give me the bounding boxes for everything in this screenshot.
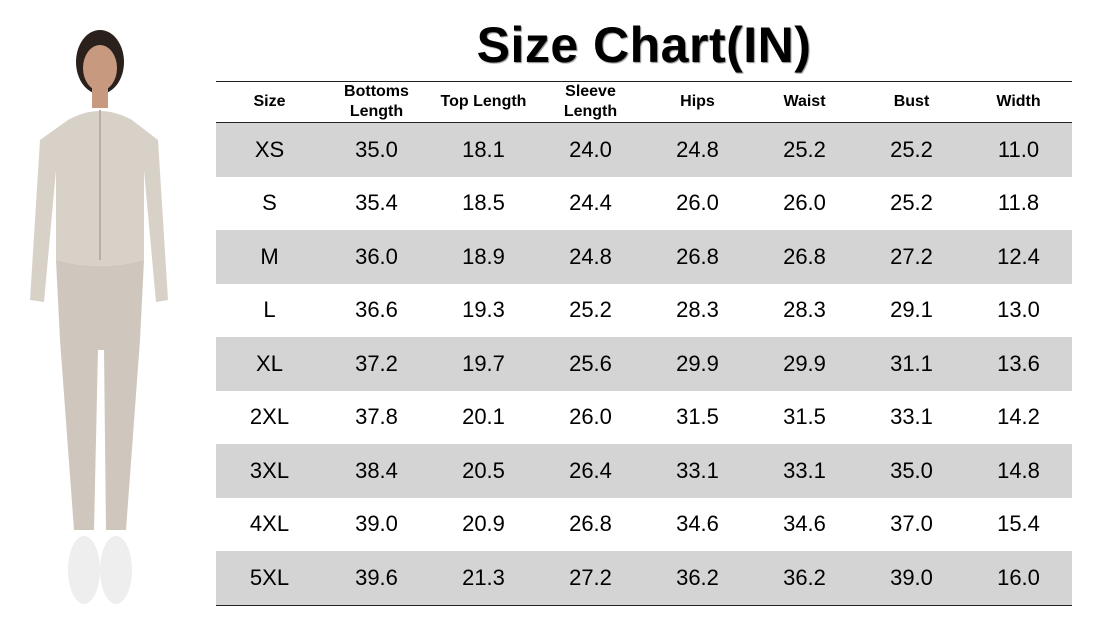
- measure-cell: 31.5: [783, 404, 826, 430]
- measure-cell: 19.7: [430, 337, 537, 391]
- measure-cell: 18.1: [430, 122, 537, 177]
- size-cell: S: [262, 190, 277, 216]
- column-header: Width: [965, 81, 1072, 123]
- measure-cell: 27.2: [537, 551, 644, 606]
- measure-cell: 26.0: [569, 404, 612, 430]
- measure-cell: 29.9: [644, 337, 751, 391]
- measure-cell: 25.2: [751, 122, 858, 177]
- measure-cell: 26.8: [751, 230, 858, 284]
- size-cell: 3XL: [216, 444, 323, 498]
- table-body: XS 35.0 18.1 24.0 24.8 25.2 25.2 11.0 S 35.4 18.5 2…: [216, 122, 1072, 606]
- measure-cell: 24.8: [644, 122, 751, 177]
- measure-cell: 19.3: [462, 297, 505, 323]
- table-row: 2XL 37.8 20.1 26.0 31.5 31.5 33.1 14.2: [216, 391, 1072, 445]
- measure-cell: 33.1: [890, 404, 933, 430]
- measure-cell: 36.6: [355, 297, 398, 323]
- size-table: Size Bottoms Length Top Length Sleeve Lengt…: [216, 81, 1072, 606]
- column-header: Waist: [751, 81, 858, 123]
- measure-cell: 20.1: [462, 404, 505, 430]
- measure-cell: 16.0: [965, 551, 1072, 606]
- measure-cell: 25.2: [890, 190, 933, 216]
- measure-cell: 18.5: [462, 190, 505, 216]
- table-row: XS 35.0 18.1 24.0 24.8 25.2 25.2 11.0: [216, 122, 1072, 177]
- size-cell: XL: [216, 337, 323, 391]
- measure-cell: 29.1: [890, 297, 933, 323]
- measure-cell: 25.2: [569, 297, 612, 323]
- measure-cell: 35.0: [323, 122, 430, 177]
- measure-cell: 15.4: [997, 511, 1040, 537]
- size-cell: L: [263, 297, 276, 323]
- title: Size Chart(IN): [476, 17, 812, 73]
- measure-cell: 39.0: [858, 551, 965, 606]
- table-row: M 36.0 18.9 24.8 26.8 26.8 27.2 12.4: [216, 230, 1072, 284]
- measure-cell: 25.6: [537, 337, 644, 391]
- header-row: Size Bottoms Length Top Length Sleeve Lengt…: [216, 81, 1072, 123]
- measure-cell: 12.4: [965, 230, 1072, 284]
- column-header: Bottoms Length: [323, 81, 430, 123]
- measure-cell: 29.9: [751, 337, 858, 391]
- size-cell: XS: [216, 122, 323, 177]
- measure-cell: 35.4: [355, 190, 398, 216]
- measure-cell: 34.6: [783, 511, 826, 537]
- measure-cell: 31.5: [676, 404, 719, 430]
- measure-cell: 26.8: [644, 230, 751, 284]
- table-row: XL 37.2 19.7 25.6 29.9 29.9 31.1 13.6: [216, 337, 1072, 391]
- measure-cell: 31.1: [858, 337, 965, 391]
- measure-cell: 11.0: [965, 122, 1072, 177]
- size-cell: 2XL: [249, 404, 290, 430]
- size-cell: 4XL: [249, 511, 290, 537]
- measure-cell: 13.0: [997, 297, 1040, 323]
- measure-cell: 38.4: [323, 444, 430, 498]
- column-header: Bust: [858, 81, 965, 123]
- measure-cell: 14.8: [965, 444, 1072, 498]
- measure-cell: 27.2: [858, 230, 965, 284]
- measure-cell: 26.8: [569, 511, 612, 537]
- measure-cell: 11.8: [997, 190, 1040, 216]
- table-row: 5XL 39.6 21.3 27.2 36.2 36.2 39.0 16.0: [216, 551, 1072, 606]
- measure-cell: 37.2: [323, 337, 430, 391]
- measure-cell: 34.6: [676, 511, 719, 537]
- table-row: S 35.4 18.5 24.4 26.0 26.0 25.2 11.8: [216, 177, 1072, 231]
- measure-cell: 24.4: [569, 190, 612, 216]
- measure-cell: 24.0: [537, 122, 644, 177]
- measure-cell: 26.0: [783, 190, 826, 216]
- measure-cell: 36.2: [644, 551, 751, 606]
- measure-cell: 28.3: [676, 297, 719, 323]
- measure-cell: 37.8: [355, 404, 398, 430]
- size-cell: M: [216, 230, 323, 284]
- measure-cell: 26.4: [537, 444, 644, 498]
- measure-cell: 18.9: [430, 230, 537, 284]
- table-row: 3XL 38.4 20.5 26.4 33.1 33.1 35.0 14.8: [216, 444, 1072, 498]
- measure-cell: 39.0: [355, 511, 398, 537]
- column-header: Top Length: [430, 81, 537, 123]
- measure-cell: 35.0: [858, 444, 965, 498]
- measure-cell: 13.6: [965, 337, 1072, 391]
- measure-cell: 36.2: [751, 551, 858, 606]
- measure-cell: 28.3: [783, 297, 826, 323]
- measure-cell: 26.0: [676, 190, 719, 216]
- measure-cell: 33.1: [644, 444, 751, 498]
- column-header: Hips: [644, 81, 751, 123]
- table-row: L 36.6 19.3 25.2 28.3 28.3 29.1 13.0: [216, 284, 1072, 338]
- model-photo: [30, 30, 168, 604]
- measure-cell: 24.8: [537, 230, 644, 284]
- measure-cell: 33.1: [751, 444, 858, 498]
- measure-cell: 39.6: [323, 551, 430, 606]
- table-row: 4XL 39.0 20.9 26.8 34.6 34.6 37.0 15.4: [216, 498, 1072, 552]
- size-cell: 5XL: [216, 551, 323, 606]
- measure-cell: 25.2: [858, 122, 965, 177]
- measure-cell: 37.0: [890, 511, 933, 537]
- measure-cell: 20.5: [430, 444, 537, 498]
- measure-cell: 20.9: [462, 511, 505, 537]
- column-header: Size: [216, 81, 323, 123]
- column-header: Sleeve Length: [537, 81, 644, 123]
- measure-cell: 36.0: [323, 230, 430, 284]
- measure-cell: 14.2: [997, 404, 1040, 430]
- measure-cell: 21.3: [430, 551, 537, 606]
